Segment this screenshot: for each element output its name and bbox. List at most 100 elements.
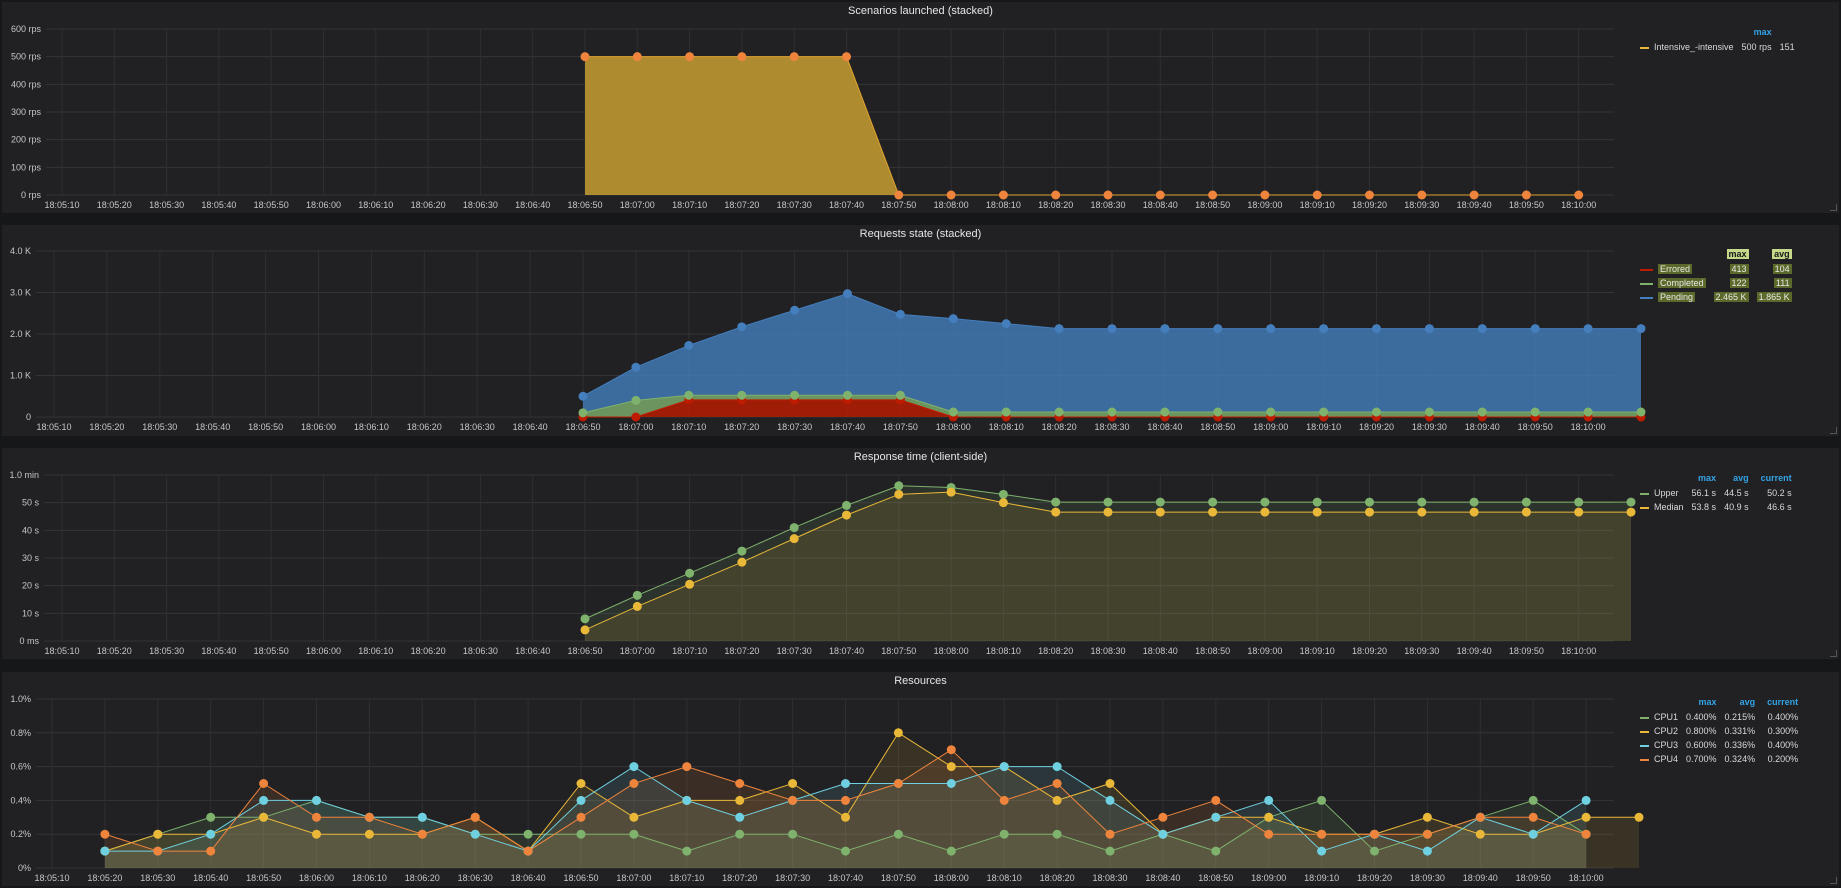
legend-row[interactable]: Intensive_-intensive 500 rps 151 — [1638, 40, 1799, 54]
x-tick-label: 18:06:10 — [358, 200, 393, 210]
data-point-completed — [1054, 407, 1064, 417]
legend-value: 50.2 s — [1767, 488, 1792, 498]
data-point-cpu4 — [1105, 829, 1115, 839]
data-point-intensive-intensive — [1417, 190, 1427, 200]
x-tick-label: 18:05:10 — [34, 873, 69, 883]
data-point-pending — [1160, 324, 1170, 334]
legend-row[interactable]: Completed 122 111 — [1638, 276, 1796, 290]
data-point-intensive-intensive — [1574, 190, 1584, 200]
x-tick-label: 18:06:50 — [567, 200, 602, 210]
resize-handle-icon[interactable] — [1830, 877, 1837, 884]
data-point-cpu1 — [841, 846, 850, 856]
x-tick-label: 18:08:20 — [1038, 646, 1073, 656]
data-point-cpu4 — [1528, 812, 1538, 822]
legend-value: 0.324% — [1724, 754, 1756, 764]
data-point-cpu4 — [153, 846, 163, 856]
legend-row[interactable]: CPU2 0.800% 0.331% 0.300% — [1638, 724, 1802, 738]
x-tick-label: 18:08:50 — [1200, 422, 1235, 432]
data-point-cpu3 — [1105, 795, 1115, 805]
legend-row[interactable]: Pending 2.465 K 1.865 K — [1638, 290, 1796, 304]
x-tick-label: 18:09:20 — [1352, 646, 1387, 656]
legend-row[interactable]: CPU1 0.400% 0.215% 0.400% — [1638, 710, 1802, 724]
x-tick-label: 18:06:20 — [405, 873, 440, 883]
data-point-cpu4 — [417, 829, 427, 839]
y-tick-label: 30 s — [22, 553, 40, 563]
data-point-errored — [631, 412, 641, 422]
legend-series-name: CPU4 — [1654, 754, 1679, 764]
panel-title[interactable]: Requests state (stacked) — [859, 228, 982, 240]
legend-value: 0.400% — [1767, 740, 1799, 750]
data-point-upper — [1469, 497, 1479, 507]
x-tick-label: 18:05:50 — [248, 422, 283, 432]
legend-series-name: Completed — [1658, 278, 1706, 288]
x-tick-label: 18:07:40 — [829, 200, 864, 210]
data-point-cpu4 — [259, 779, 269, 788]
y-tick-label: 100 rps — [11, 162, 42, 172]
legend-row[interactable]: Errored 413 104 — [1638, 262, 1796, 276]
panel-title[interactable]: Scenarios launched (stacked) — [848, 5, 993, 17]
data-point-cpu4 — [1475, 812, 1485, 822]
data-point-cpu3 — [1211, 812, 1221, 822]
x-tick-label: 18:08:20 — [1040, 873, 1075, 883]
data-point-upper — [737, 546, 747, 556]
x-tick-label: 18:07:10 — [672, 200, 707, 210]
x-tick-label: 18:06:00 — [301, 422, 336, 432]
x-tick-label: 18:07:10 — [669, 873, 704, 883]
x-tick-label: 18:08:50 — [1195, 646, 1230, 656]
data-point-cpu3 — [999, 762, 1009, 772]
data-point-pending — [948, 314, 958, 324]
data-point-cpu4 — [206, 846, 216, 856]
legend-value: 0.400% — [1686, 712, 1717, 722]
panel-title[interactable]: Response time (client-side) — [853, 451, 988, 463]
y-tick-label: 0.4% — [10, 795, 31, 805]
x-tick-label: 18:09:10 — [1300, 646, 1335, 656]
legend-value: 413 — [1729, 264, 1749, 274]
data-point-upper — [1626, 497, 1636, 507]
resize-handle-icon[interactable] — [1830, 650, 1837, 657]
legend-value: 1.865 K — [1756, 292, 1792, 302]
x-tick-label: 18:06:30 — [463, 200, 498, 210]
resize-handle-icon[interactable] — [1830, 204, 1837, 211]
x-tick-label: 18:05:20 — [89, 422, 124, 432]
data-point-cpu2 — [1634, 812, 1644, 822]
x-tick-label: 18:09:40 — [1457, 200, 1492, 210]
x-tick-label: 18:06:40 — [511, 873, 546, 883]
series-line-cpu2 — [104, 732, 1639, 852]
data-point-completed — [1213, 407, 1223, 417]
y-tick-label: 0% — [18, 863, 31, 873]
x-tick-label: 18:08:30 — [1094, 422, 1129, 432]
x-tick-label: 18:07:20 — [724, 200, 759, 210]
data-point-pending — [737, 322, 747, 332]
data-point-cpu4 — [576, 812, 586, 822]
data-point-cpu3 — [259, 795, 269, 805]
legend-row[interactable]: CPU3 0.600% 0.336% 0.400% — [1638, 738, 1802, 752]
x-tick-label: 18:06:00 — [306, 646, 341, 656]
data-point-cpu2 — [1422, 812, 1432, 822]
resize-handle-icon[interactable] — [1830, 427, 1837, 434]
area-pending — [583, 293, 1641, 413]
legend-series-name: Pending — [1658, 292, 1696, 302]
y-tick-label: 0 rps — [21, 190, 42, 200]
legend-value: 2.465 K — [1713, 292, 1749, 302]
data-point-cpu3 — [417, 812, 427, 822]
x-tick-label: 18:08:40 — [1145, 873, 1180, 883]
data-point-cpu1 — [682, 846, 692, 856]
data-point-intensive-intensive — [789, 52, 799, 62]
area-median — [585, 492, 1631, 641]
x-tick-label: 18:09:10 — [1300, 200, 1335, 210]
legend-row[interactable]: CPU4 0.700% 0.324% 0.200% — [1638, 752, 1802, 766]
x-tick-label: 18:07:30 — [775, 873, 810, 883]
panel-title[interactable]: Resources — [894, 675, 947, 687]
x-tick-label: 18:07:50 — [881, 646, 916, 656]
x-tick-label: 18:05:50 — [254, 200, 289, 210]
legend-row[interactable]: Median 53.8 s 40.9 s 46.6 s — [1638, 500, 1796, 514]
x-tick-label: 18:07:00 — [620, 646, 655, 656]
x-tick-label: 18:06:10 — [354, 422, 389, 432]
y-tick-label: 40 s — [22, 525, 40, 535]
data-point-cpu2 — [629, 812, 639, 822]
legend-row[interactable]: Upper 56.1 s 44.5 s 50.2 s — [1638, 486, 1796, 500]
data-point-completed — [948, 407, 958, 417]
data-point-median — [1051, 507, 1061, 517]
y-tick-label: 200 rps — [11, 135, 42, 145]
x-tick-label: 18:09:00 — [1253, 422, 1288, 432]
